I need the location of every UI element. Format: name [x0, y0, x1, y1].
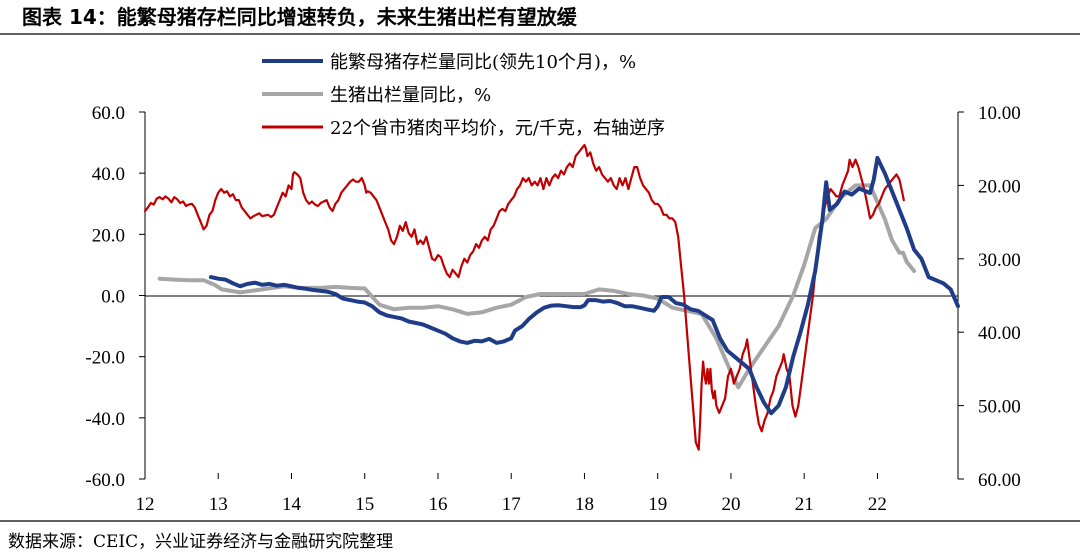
right-tick-label: 50.00	[978, 397, 1021, 418]
left-tick-label: 0.0	[101, 287, 125, 308]
chart-title: 图表 14：能繁母猪存栏同比增速转负，未来生猪出栏有望放缓	[22, 5, 578, 29]
legend: 能繁母猪存栏量同比(领先10个月)，% 生猪出栏量同比，% 22个省市猪肉平均价…	[262, 52, 665, 139]
x-tick-label: 15	[355, 494, 374, 515]
left-axis-ticks: 60.0 40.0 20.0 0.0 -20.0 -40.0 -60.0	[85, 103, 145, 491]
legend-label-pork-price: 22个省市猪肉平均价，元/千克，右轴逆序	[330, 118, 665, 139]
x-tick-label: 16	[428, 494, 447, 515]
x-axis-ticks: 12 13 14 15 16 17 18 19 20 21 22	[136, 473, 887, 515]
x-tick-label: 20	[721, 494, 740, 515]
right-tick-label: 60.00	[978, 470, 1021, 491]
left-tick-label: -60.0	[85, 470, 125, 491]
x-tick-label: 12	[136, 494, 155, 515]
x-tick-label: 19	[648, 494, 667, 515]
right-tick-label: 30.00	[978, 250, 1021, 271]
left-tick-label: 60.0	[92, 103, 125, 124]
left-tick-label: 40.0	[92, 164, 125, 185]
right-axis-ticks: 10.00 20.00 30.00 40.00 50.00 60.00	[958, 103, 1021, 491]
right-tick-label: 20.00	[978, 176, 1021, 197]
right-tick-label: 40.00	[978, 323, 1021, 344]
legend-label-hogs: 生猪出栏量同比，%	[330, 85, 491, 106]
series-line-sows-yoy	[208, 155, 960, 416]
series-layer	[143, 143, 960, 451]
x-tick-label: 18	[575, 494, 594, 515]
source-note: 数据来源：CEIC，兴业证券经济与金融研究院整理	[8, 532, 393, 552]
left-tick-label: -40.0	[85, 409, 125, 430]
x-tick-label: 22	[868, 494, 887, 515]
x-tick-label: 17	[502, 494, 521, 515]
x-tick-label: 13	[209, 494, 228, 515]
x-tick-label: 14	[282, 494, 302, 515]
series-line-pork-price	[143, 143, 905, 451]
legend-label-sows: 能繁母猪存栏量同比(领先10个月)，%	[330, 52, 636, 73]
right-tick-label: 10.00	[978, 103, 1021, 124]
left-tick-label: -20.0	[85, 348, 125, 369]
left-tick-label: 20.0	[92, 225, 125, 246]
x-tick-label: 21	[795, 494, 814, 515]
